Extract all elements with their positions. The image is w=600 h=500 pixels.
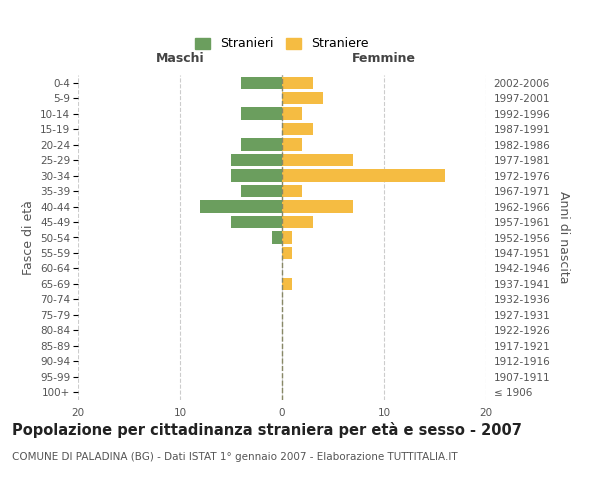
- Bar: [231, 154, 282, 166]
- Bar: [241, 138, 282, 151]
- Bar: [241, 76, 282, 89]
- Bar: [231, 170, 282, 182]
- Bar: [241, 108, 282, 120]
- Bar: [282, 76, 313, 89]
- Text: Maschi: Maschi: [155, 52, 205, 65]
- Bar: [231, 216, 282, 228]
- Text: Femmine: Femmine: [352, 52, 416, 65]
- Y-axis label: Fasce di età: Fasce di età: [22, 200, 35, 275]
- Bar: [241, 185, 282, 198]
- Bar: [282, 108, 302, 120]
- Bar: [272, 232, 282, 243]
- Legend: Stranieri, Straniere: Stranieri, Straniere: [190, 32, 374, 56]
- Bar: [282, 154, 353, 166]
- Bar: [282, 232, 292, 243]
- Bar: [282, 123, 313, 136]
- Bar: [282, 278, 292, 290]
- Bar: [282, 185, 302, 198]
- Bar: [282, 247, 292, 259]
- Bar: [282, 138, 302, 151]
- Bar: [282, 216, 313, 228]
- Bar: [282, 92, 323, 104]
- Bar: [282, 200, 353, 212]
- Y-axis label: Anni di nascita: Anni di nascita: [557, 191, 570, 284]
- Text: Popolazione per cittadinanza straniera per età e sesso - 2007: Popolazione per cittadinanza straniera p…: [12, 422, 522, 438]
- Bar: [200, 200, 282, 212]
- Text: COMUNE DI PALADINA (BG) - Dati ISTAT 1° gennaio 2007 - Elaborazione TUTTITALIA.I: COMUNE DI PALADINA (BG) - Dati ISTAT 1° …: [12, 452, 458, 462]
- Bar: [282, 170, 445, 182]
